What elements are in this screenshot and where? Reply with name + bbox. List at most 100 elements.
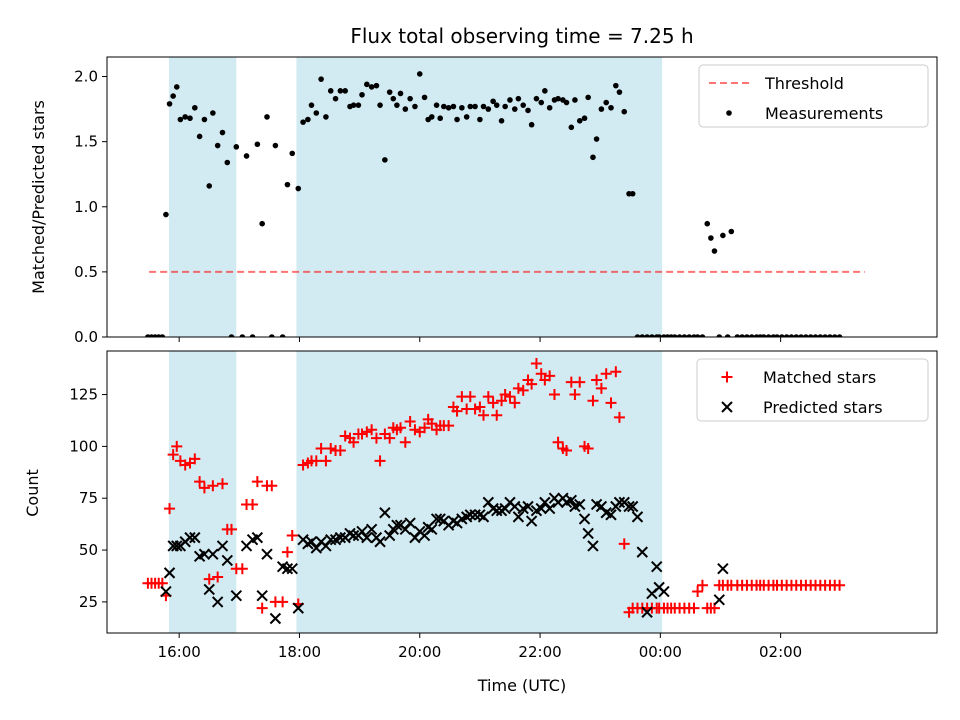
measurement-point bbox=[342, 88, 348, 94]
predicted-star-point bbox=[641, 606, 653, 618]
measurement-point bbox=[634, 334, 641, 337]
measurement-point bbox=[450, 103, 457, 110]
measurement-point bbox=[373, 82, 380, 89]
measurement-point bbox=[272, 142, 279, 149]
predicted-star-point bbox=[658, 585, 670, 598]
predicted-star-point bbox=[574, 498, 586, 511]
matched-star-point bbox=[605, 397, 617, 409]
predicted-star-point bbox=[334, 531, 347, 544]
measurement-point bbox=[308, 102, 315, 108]
measurement-point bbox=[649, 334, 655, 337]
predicted-star-point bbox=[469, 509, 481, 521]
predicted-star-point bbox=[631, 511, 644, 523]
predicted-star-point bbox=[636, 546, 648, 558]
measurement-point bbox=[739, 334, 745, 337]
predicted-star-point bbox=[477, 511, 490, 523]
chart-title: Flux total observing time = 7.25 h bbox=[350, 24, 693, 48]
y-tick-label: 25 bbox=[79, 593, 98, 611]
matched-star-point bbox=[266, 480, 278, 492]
matched-star-point bbox=[361, 426, 373, 438]
predicted-star-point bbox=[269, 612, 282, 625]
ratio-panel: 0.0 0.5 1.0 1.5 2.0 Threshold Measurements bbox=[74, 56, 938, 346]
y-tick-label: 75 bbox=[79, 489, 98, 507]
predicted-star-point bbox=[651, 560, 663, 573]
measurement-point bbox=[259, 220, 265, 227]
matched-star-point bbox=[356, 428, 368, 440]
measurement-point bbox=[528, 121, 535, 128]
predicted-star-point bbox=[713, 594, 725, 606]
measurement-point bbox=[433, 102, 440, 108]
matched-star-point bbox=[600, 368, 612, 380]
measurement-point bbox=[254, 141, 261, 148]
predicted-star-point bbox=[221, 554, 233, 567]
panel-marks bbox=[142, 357, 846, 625]
measurement-point bbox=[827, 334, 833, 337]
predicted-star-point bbox=[160, 585, 172, 598]
measurement-point bbox=[807, 334, 814, 337]
x-tick-label: 18:00 bbox=[278, 643, 321, 661]
measurement-point bbox=[472, 103, 478, 110]
legend-label: Threshold bbox=[764, 74, 844, 93]
measurement-point bbox=[407, 95, 413, 102]
matched-star-point bbox=[194, 476, 206, 488]
measurement-point bbox=[386, 89, 393, 95]
measurement-point bbox=[734, 334, 741, 337]
measurement-point bbox=[520, 102, 527, 108]
measurement-point bbox=[538, 99, 545, 106]
measurement-point bbox=[233, 144, 240, 150]
measurement-point bbox=[593, 136, 600, 142]
predicted-star-point bbox=[216, 540, 229, 552]
top-y-axis-label: Matched/Predicted stars bbox=[29, 100, 48, 294]
matched-star-point bbox=[517, 384, 529, 396]
measurement-point bbox=[305, 116, 311, 123]
legend-box bbox=[696, 358, 929, 422]
measurement-point bbox=[616, 89, 623, 95]
measurement-point bbox=[210, 110, 216, 116]
matched-star-point bbox=[548, 389, 560, 401]
measurement-point bbox=[716, 334, 723, 337]
measurement-point bbox=[224, 159, 231, 166]
measurement-point bbox=[563, 99, 570, 106]
measurement-point bbox=[783, 334, 790, 337]
matched-star-point bbox=[487, 397, 499, 409]
predicted-star-point bbox=[189, 531, 201, 544]
predicted-star-point bbox=[171, 540, 183, 552]
matched-star-point bbox=[491, 409, 503, 421]
measurement-point bbox=[581, 115, 588, 122]
measurement-point bbox=[268, 334, 275, 337]
measurement-point bbox=[694, 334, 701, 337]
x-axis-label: Time (UTC) bbox=[477, 676, 566, 695]
predicted-star-point bbox=[365, 523, 378, 536]
measurement-point bbox=[428, 114, 435, 120]
y-tick-label: 100 bbox=[69, 437, 98, 455]
predicted-star-point bbox=[256, 589, 268, 602]
measurement-point bbox=[441, 103, 447, 110]
observing-interval-0 bbox=[168, 351, 237, 633]
panel-marks bbox=[145, 71, 865, 337]
measurement-point bbox=[644, 334, 650, 337]
measurement-point bbox=[313, 110, 320, 116]
predicted-star-point bbox=[383, 529, 396, 542]
predicted-star-point bbox=[522, 500, 534, 513]
predicted-star-point bbox=[391, 519, 403, 531]
measurement-point bbox=[572, 97, 578, 103]
measurement-point bbox=[585, 94, 591, 101]
predicted-star-point bbox=[325, 533, 337, 546]
legend-label: Predicted stars bbox=[763, 398, 883, 417]
matched-star-point bbox=[399, 436, 411, 448]
predicted-star-point bbox=[509, 500, 521, 513]
measurement-point bbox=[359, 91, 365, 98]
count-panel: 25 50 75 100 125 16:00 18:00 20:00 22:00 00:00 02:… bbox=[69, 350, 938, 661]
measurement-point bbox=[318, 76, 324, 82]
matched-star-point bbox=[226, 523, 237, 535]
matched-star-point bbox=[236, 563, 248, 575]
measurement-point bbox=[568, 124, 575, 131]
measurement-point bbox=[576, 118, 583, 124]
predicted-star-point bbox=[717, 563, 729, 575]
measurement-point bbox=[724, 334, 731, 337]
predicted-star-point bbox=[292, 602, 304, 614]
measurement-point bbox=[350, 102, 357, 108]
legend-measurement-swatch bbox=[726, 110, 732, 116]
matched-star-point bbox=[569, 389, 581, 401]
measurement-point bbox=[507, 97, 513, 103]
